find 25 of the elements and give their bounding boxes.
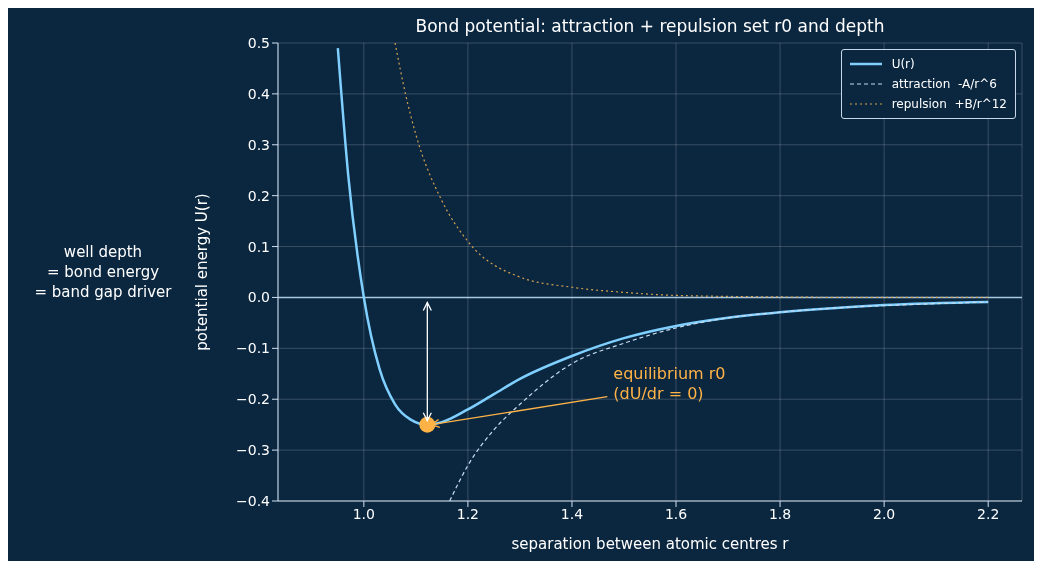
x-tick-label: 2.2 bbox=[977, 505, 1000, 522]
y-tick-label: 0.3 bbox=[247, 136, 270, 153]
x-tick-label: 1.2 bbox=[456, 505, 480, 522]
annotation: equilibrium r0 (dU/dr = 0) bbox=[613, 363, 726, 403]
y-tick-label: −0.4 bbox=[236, 492, 271, 509]
y-tick-label: −0.2 bbox=[236, 391, 270, 408]
y-axis-title: potential energy U(r) bbox=[193, 193, 212, 351]
legend-label: repulsion +B/r^12 bbox=[891, 96, 1007, 113]
y-tick-label: −0.1 bbox=[236, 340, 270, 357]
legend-label: U(r) bbox=[891, 56, 915, 73]
text: well depth = bond energy = band gap driver bbox=[34, 242, 173, 301]
chart-title: Bond potential: attraction + repulsion set r0 and depth bbox=[414, 16, 886, 36]
y-tick-label: 0.1 bbox=[247, 238, 270, 255]
x-tick-label: 1.4 bbox=[560, 505, 584, 522]
y-tick-label: 0.0 bbox=[247, 289, 270, 306]
y-tick-label: 0.5 bbox=[247, 34, 270, 51]
legend-label: attraction -A/r^6 bbox=[891, 76, 997, 93]
x-tick-label: 2.0 bbox=[872, 505, 896, 522]
x-tick-label: 1.0 bbox=[352, 505, 375, 522]
x-tick-label: 1.6 bbox=[664, 505, 688, 522]
y-tick-label: 0.4 bbox=[247, 85, 271, 102]
y-tick-label: 0.2 bbox=[247, 187, 270, 204]
x-tick-label: 1.8 bbox=[768, 505, 792, 522]
y-tick-label: −0.3 bbox=[236, 442, 270, 459]
x-axis-title: separation between atomic centres r bbox=[511, 535, 790, 553]
